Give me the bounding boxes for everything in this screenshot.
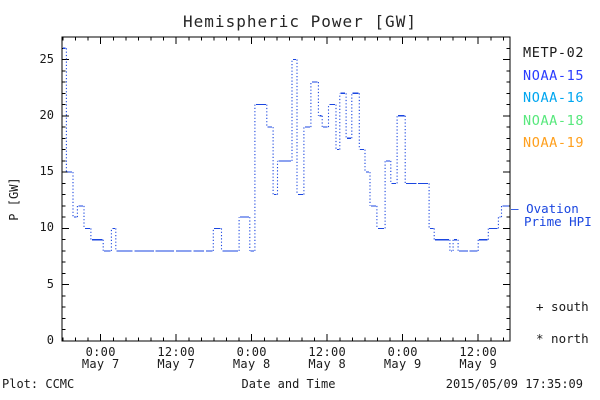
x-tick-date-label: May 9 [459,357,498,371]
plot-box [61,36,511,342]
x-tick-time-label: 12:00 [459,345,498,359]
ovation-series-label: – Ovation Prime HPI [511,202,592,228]
y-tick-label: 15 [39,164,54,179]
y-axis-title: P [GW] [7,177,21,221]
x-tick-date-label: May 9 [383,357,422,371]
x-tick-time-label: 12:00 [308,345,347,359]
hpi-step-curve [62,47,510,252]
timestamp: 2015/05/09 17:35:09 [445,377,583,391]
x-axis-title: Date and Time [241,377,336,391]
y-tick-label: 25 [39,51,54,66]
north-hemisphere-marker: * north [536,331,589,346]
y-tick-label: 20 [39,107,54,122]
legend-noaa-16: NOAA-16 [523,90,585,106]
x-tick-time-label: 0:00 [236,345,267,359]
y-tick-label: 5 [46,276,54,291]
y-tick-label: 10 [39,220,54,235]
series-dash-icon: – [511,201,519,216]
x-tick-date-label: May 7 [81,357,120,371]
legend-metp-02: METP-02 [523,45,585,61]
south-hemisphere-marker: + south [536,299,589,314]
legend-noaa-18: NOAA-18 [523,112,585,129]
plot-credit: Plot: CCMC [2,377,75,391]
ovation-line1: – Ovation [511,201,579,216]
chart-title: Hemispheric Power [GW] [183,12,417,31]
x-tick-time-label: 12:00 [157,345,195,359]
x-tick-date-label: May 8 [308,357,347,371]
x-tick-date-label: May 8 [232,357,271,371]
legend-noaa-15: NOAA-15 [523,67,585,84]
x-tick-date-label: May 7 [157,357,195,371]
legend-noaa-19: NOAA-19 [523,135,585,151]
satellite-legend: METP-02 NOAA-15 NOAA-16 NOAA-18 NOAA-19 [523,46,584,159]
y-tick-label: 0 [46,333,54,347]
x-tick-time-label: 0:00 [387,345,418,359]
x-tick-time-label: 0:00 [85,345,116,359]
ovation-line2: Prime HPI [524,214,592,229]
